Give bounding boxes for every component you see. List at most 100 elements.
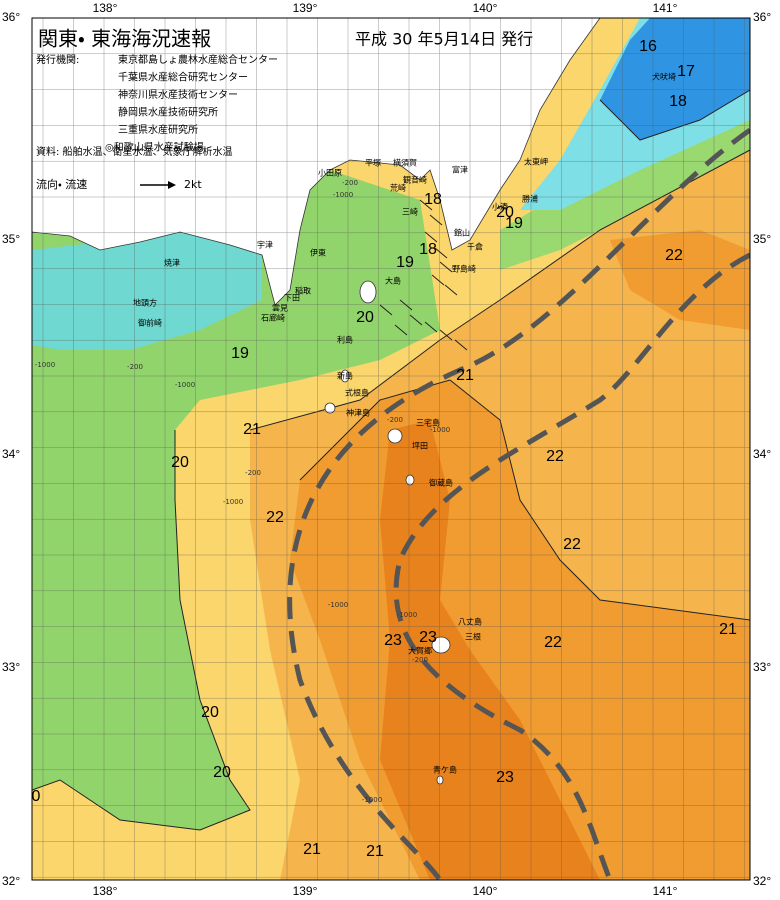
isotherm-label: 21 [303, 841, 321, 858]
isotherm-label: 21 [243, 421, 261, 438]
longitude-label: 138° [93, 1, 118, 15]
current-arrow [434, 247, 448, 259]
map-frame [31, 17, 751, 881]
issuer: ◎和歌山県水産試験場 [105, 141, 204, 154]
depth-label: -1000 [362, 796, 382, 804]
current-arrow [454, 339, 468, 351]
place-name: 伊東 [310, 248, 326, 258]
place-name: 勝浦 [522, 194, 538, 204]
legend-label: 流向・ 流速 [36, 177, 87, 191]
longitude-label: 138° [93, 884, 118, 898]
legend-arrowhead [168, 181, 176, 189]
current-arrow [439, 329, 453, 341]
depth-label: -200 [127, 363, 143, 371]
place-name: 青ケ島 [433, 765, 457, 775]
issuer: 三重県水産研究所 [118, 123, 198, 136]
issue-date: 平成 30 年5月14日 発行 [355, 30, 533, 49]
place-name: 三崎 [402, 207, 418, 217]
isotherm-label: 20 [356, 309, 374, 326]
current-arrow [424, 321, 438, 333]
place-name: 三宅島 [416, 418, 440, 428]
source: 資料: 船舶水温、衛星水温、気象庁解析水温 [36, 145, 233, 158]
isotherm-label: 23 [419, 629, 437, 646]
isotherm-label: 20 [496, 204, 514, 221]
current-arrow [419, 199, 433, 211]
isotherm-label: 21 [456, 367, 474, 384]
latitude-label: 35° [753, 232, 771, 246]
issuer: 静岡県水産技術研究所 [118, 106, 218, 119]
place-name: 利島 [337, 335, 353, 345]
place-name: 小田原 [318, 169, 342, 178]
isotherm-label: 23 [384, 632, 402, 649]
isotherm-label: 19 [231, 345, 249, 362]
isotherm-label: 19 [505, 215, 523, 232]
isotherm-label: 23 [496, 769, 514, 786]
latitude-label: 36° [2, 10, 20, 24]
legend-scale: 2kt [184, 178, 202, 191]
issuer: 東京都島しょ農林水産総合センター [118, 53, 278, 66]
islands [324, 280, 451, 785]
depth-label: -1000 [223, 498, 243, 506]
sea-cold [600, 18, 750, 140]
depth-label: -200 [342, 179, 358, 187]
depth-label: -1000 [430, 426, 450, 434]
place-name: 千倉 [467, 242, 483, 252]
graticule [32, 18, 750, 880]
place-name: 御蔵島 [429, 478, 453, 488]
isotherm-label: 20 [171, 454, 189, 471]
place-name: 三根 [465, 632, 481, 642]
place-name: 地頭方 [133, 298, 157, 308]
isotherm-label: 20 [201, 704, 219, 721]
place-name: 御前崎 [138, 318, 162, 328]
place-name: 宇津 [257, 240, 273, 250]
isotherm-label: 22 [544, 634, 562, 651]
place-name: 石廊崎 [261, 313, 285, 323]
map-body [32, 18, 750, 880]
place-name: 坪田 [412, 442, 428, 451]
longitude-label: 139° [293, 1, 318, 15]
current-arrow [399, 299, 413, 311]
latitude-label: 32° [753, 874, 771, 888]
sea-green-east [500, 110, 750, 270]
current-arrows [379, 199, 468, 351]
latitude-label: 32° [2, 874, 20, 888]
depth-label: -1000 [175, 381, 195, 389]
issuers-label: 発行機関: [36, 53, 79, 66]
place-name: 神津島 [346, 408, 370, 418]
place-name: 大島 [385, 276, 401, 286]
latitude-label: 33° [2, 660, 20, 674]
isotherm-label: 16 [639, 38, 657, 55]
isotherm-label: 22 [266, 509, 284, 526]
longitude-label: 141° [653, 884, 678, 898]
place-name: 観音崎 [403, 175, 427, 185]
current-arrow [429, 214, 443, 226]
isotherm-label: 0 [32, 788, 41, 805]
longitude-label: 140° [473, 884, 498, 898]
place-name: 新島 [337, 371, 353, 381]
depth-label: -1000 [35, 361, 55, 369]
isotherm-label: 20 [213, 764, 231, 781]
current-arrow [439, 261, 453, 273]
latitude-label: 33° [753, 660, 771, 674]
current-arrow [424, 231, 438, 243]
depth-label: -1000 [328, 601, 348, 609]
place-name: 太東岬 [524, 157, 548, 167]
place-name: 館山 [454, 228, 470, 238]
current-arrow [431, 274, 445, 286]
sea-cyan [32, 230, 262, 350]
latitude-label: 35° [2, 232, 20, 246]
depth-label: -200 [387, 416, 403, 424]
isotherm-label: 21 [366, 843, 384, 860]
place-name: 富津 [452, 165, 468, 175]
place-name: 焼津 [164, 258, 180, 268]
isotherm-label: 18 [424, 191, 442, 208]
place-name: 大賀郷 [408, 646, 432, 656]
place-name: 式根島 [345, 388, 369, 398]
latitude-label: 36° [753, 10, 771, 24]
isotherm-label: 22 [665, 247, 683, 264]
latitude-label: 34° [753, 447, 771, 461]
place-name: 平塚 [365, 159, 381, 168]
isotherm-label: 17 [677, 63, 695, 80]
depth-label: -1000 [397, 611, 417, 619]
sea-orange-east [610, 230, 750, 330]
